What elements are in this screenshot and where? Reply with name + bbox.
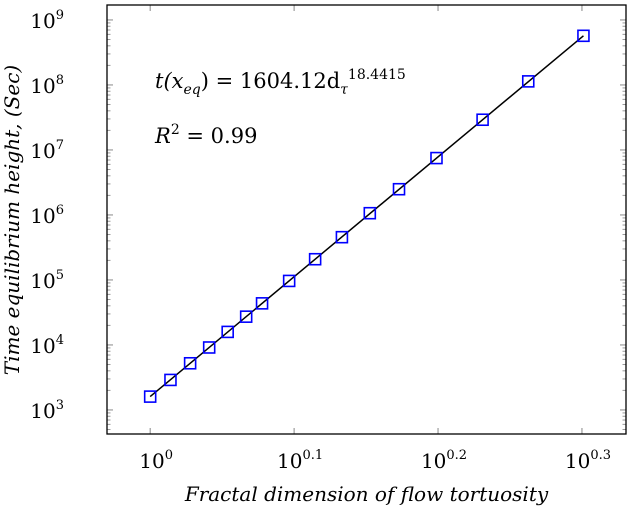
data-point — [183, 356, 197, 370]
y-tick-label: 109 — [30, 8, 64, 33]
data-point — [363, 206, 377, 220]
r2-exponent: 2 — [170, 122, 180, 138]
y-tick-label: 104 — [30, 333, 64, 358]
x-tick-label: 100.1 — [277, 448, 323, 473]
data-point — [221, 325, 234, 339]
r2-label: R — [155, 124, 171, 148]
y-tick-label: 108 — [30, 73, 64, 98]
data-point — [282, 274, 296, 288]
data-point — [202, 341, 216, 354]
plot-frame — [106, 4, 627, 435]
data-point — [335, 230, 349, 244]
data-point — [521, 75, 535, 88]
equation-exponent: 18.4415 — [347, 67, 406, 83]
data-point — [476, 113, 489, 127]
y-tick-label: 103 — [30, 398, 64, 423]
x-tick-label: 100.2 — [421, 448, 467, 473]
equation-sub: eq — [183, 82, 201, 98]
equation-mid: ) = 1604.12d — [200, 69, 341, 93]
data-point — [239, 310, 253, 323]
data-point — [577, 29, 590, 43]
r-squared: R2 = 0.99 — [155, 115, 257, 151]
data-point — [255, 297, 269, 310]
equation-sub-tau: τ — [340, 82, 348, 98]
data-point — [164, 373, 177, 387]
equation-lhs: t(x — [155, 69, 184, 93]
y-tick-label: 106 — [30, 203, 64, 228]
y-tick-label: 105 — [30, 268, 64, 293]
data-point — [308, 252, 322, 266]
y-tick-label: 107 — [30, 138, 64, 163]
r2-value: = 0.99 — [179, 124, 258, 148]
data-point — [143, 390, 157, 403]
fit-equation: t(xeq) = 1604.12dτ18.4415 — [155, 60, 406, 105]
y-axis-label: Time equilibrium height, (Sec) — [0, 65, 24, 375]
data-point — [430, 151, 443, 165]
data-point — [392, 182, 406, 196]
x-tick-label: 100.3 — [565, 448, 611, 473]
x-tick-label: 100 — [139, 448, 173, 473]
x-axis-label: Fractal dimension of flow tortuosity — [184, 482, 549, 506]
